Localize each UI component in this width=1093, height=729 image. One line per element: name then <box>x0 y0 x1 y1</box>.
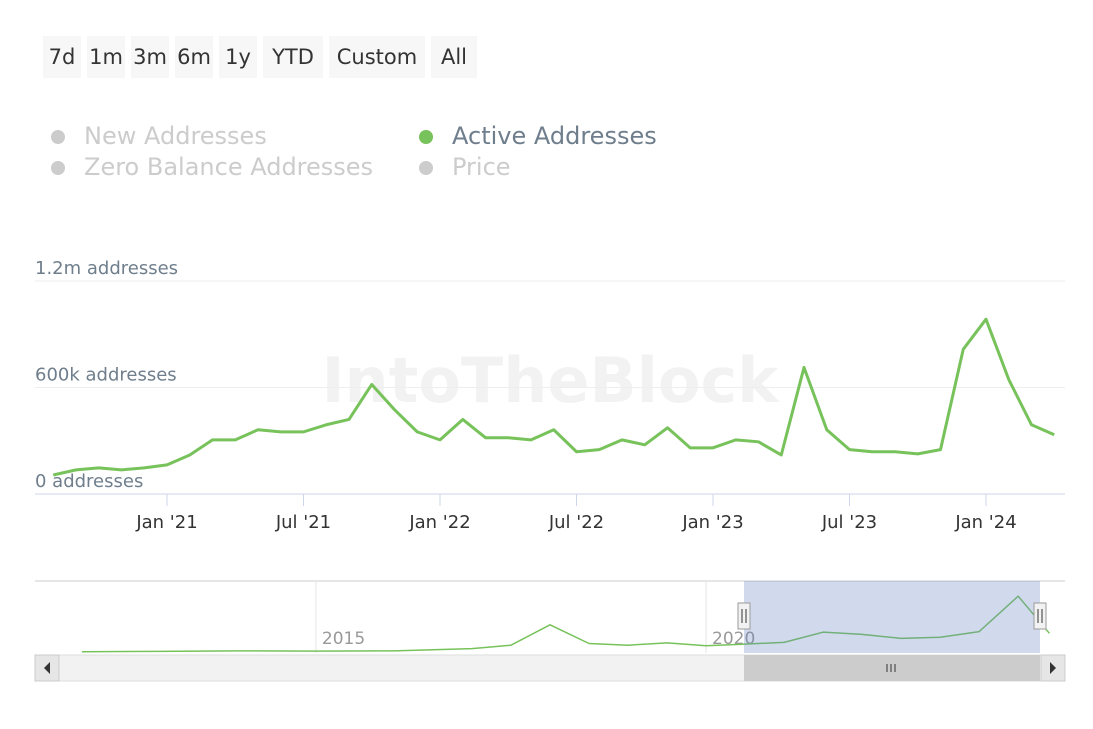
range-button[interactable] <box>43 36 81 78</box>
range-button[interactable] <box>431 36 477 78</box>
legend-marker[interactable] <box>51 130 65 144</box>
x-tick-label: Jan '23 <box>681 512 743 533</box>
range-button-label[interactable]: YTD <box>271 45 314 69</box>
range-button[interactable] <box>329 36 425 78</box>
range-button[interactable] <box>87 36 125 78</box>
navigator-selection[interactable] <box>744 581 1040 653</box>
x-tick-label: Jul '21 <box>275 512 331 533</box>
legend-marker[interactable] <box>51 161 65 175</box>
range-button-label[interactable]: 1m <box>89 45 123 69</box>
legend-label[interactable]: Price <box>452 153 511 181</box>
range-button-label[interactable]: All <box>441 45 467 69</box>
range-button-label[interactable]: 1y <box>225 45 251 69</box>
navigator-handle[interactable] <box>737 602 751 630</box>
legend-label[interactable]: Active Addresses <box>452 122 657 150</box>
navigator-tick-label: 2015 <box>322 629 365 649</box>
y-tick-label: 600k addresses <box>35 365 177 386</box>
y-tick-label: 1.2m addresses <box>35 258 178 279</box>
legend-marker[interactable] <box>419 130 433 144</box>
range-button[interactable] <box>175 36 213 78</box>
range-button[interactable] <box>263 36 323 78</box>
range-button[interactable] <box>131 36 169 78</box>
thumb-grip <box>886 664 896 672</box>
scroll-thumb[interactable] <box>744 655 1040 681</box>
y-tick-label: 0 addresses <box>35 471 143 492</box>
legend-label[interactable]: Zero Balance Addresses <box>84 153 373 181</box>
navigator-handle[interactable] <box>1033 602 1047 630</box>
range-button[interactable] <box>219 36 257 78</box>
legend-marker[interactable] <box>419 161 433 175</box>
x-tick-label: Jul '22 <box>548 512 604 533</box>
x-tick-label: Jan '22 <box>408 512 470 533</box>
handle-grip <box>1037 609 1043 623</box>
handle-grip <box>741 609 747 623</box>
navigator-bg <box>35 581 1065 653</box>
range-button-label[interactable]: 7d <box>49 45 76 69</box>
watermark: IntoTheBlock <box>321 344 780 417</box>
series-line <box>52 317 1055 477</box>
range-button-label[interactable]: 6m <box>177 45 211 69</box>
x-tick-label: Jan '24 <box>954 512 1016 533</box>
range-button-label[interactable]: 3m <box>133 45 167 69</box>
arrow-left <box>44 662 50 674</box>
range-button-label[interactable]: Custom <box>337 45 417 69</box>
series-line <box>81 595 1050 653</box>
x-tick-label: Jan '21 <box>135 512 197 533</box>
legend-label[interactable]: New Addresses <box>84 122 267 150</box>
x-tick-label: Jul '23 <box>821 512 877 533</box>
arrow-right <box>1050 662 1056 674</box>
